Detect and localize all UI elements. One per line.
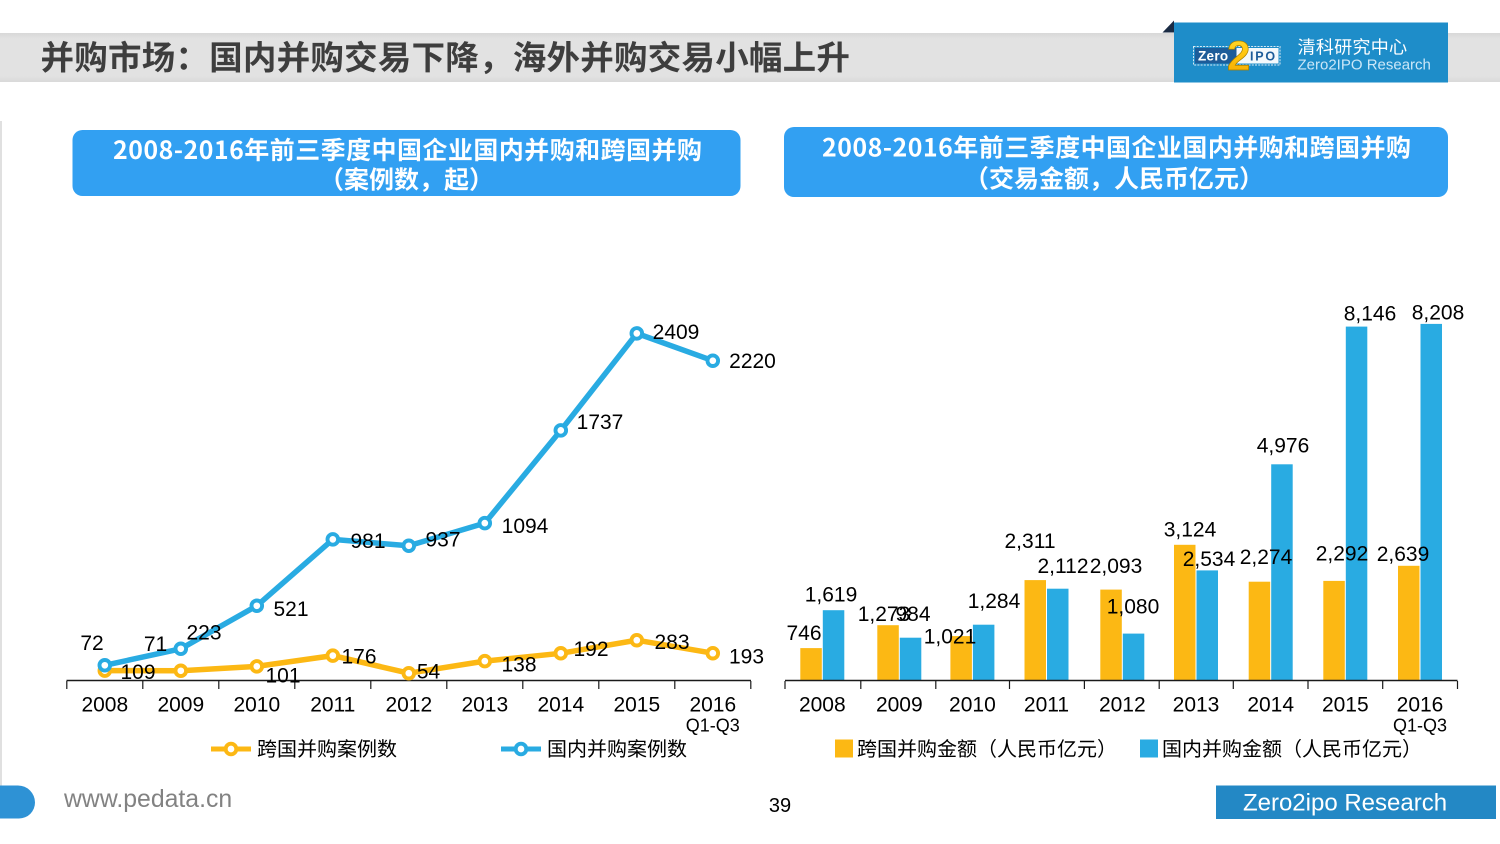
svg-text:8,146: 8,146 <box>1344 303 1397 326</box>
svg-text:192: 192 <box>573 638 608 661</box>
svg-text:2009: 2009 <box>157 694 204 717</box>
svg-text:Q1-Q3: Q1-Q3 <box>686 716 740 736</box>
svg-text:2008: 2008 <box>81 694 128 717</box>
svg-text:109: 109 <box>120 661 155 684</box>
svg-text:2015: 2015 <box>613 694 660 717</box>
svg-text:223: 223 <box>186 622 221 645</box>
svg-text:2,311: 2,311 <box>1005 530 1056 553</box>
svg-text:Zero2IPO Research: Zero2IPO Research <box>1298 57 1431 74</box>
svg-text:2010: 2010 <box>233 694 280 717</box>
svg-text:Q1-Q3: Q1-Q3 <box>1393 716 1447 736</box>
svg-text:101: 101 <box>265 665 300 688</box>
svg-text:176: 176 <box>341 646 376 669</box>
svg-text:746: 746 <box>786 622 821 645</box>
svg-text:2,093: 2,093 <box>1090 555 1143 578</box>
svg-text:521: 521 <box>273 598 308 621</box>
svg-text:1094: 1094 <box>502 515 549 538</box>
svg-text:Zero: Zero <box>1198 49 1228 64</box>
svg-text:2,292: 2,292 <box>1316 543 1369 566</box>
svg-text:1,080: 1,080 <box>1107 596 1160 619</box>
svg-text:2014: 2014 <box>1247 694 1294 717</box>
svg-text:2014: 2014 <box>537 694 584 717</box>
svg-text:72: 72 <box>80 632 103 655</box>
svg-text:2,112: 2,112 <box>1038 555 1089 578</box>
svg-text:2011: 2011 <box>310 694 355 717</box>
svg-text:2015: 2015 <box>1322 694 1369 717</box>
svg-text:2010: 2010 <box>949 694 996 717</box>
svg-text:3,124: 3,124 <box>1164 519 1217 542</box>
svg-text:2009: 2009 <box>876 694 923 717</box>
svg-text:283: 283 <box>654 631 689 654</box>
svg-text:2013: 2013 <box>461 694 508 717</box>
svg-text:2: 2 <box>1227 32 1250 79</box>
svg-text:193: 193 <box>729 646 764 669</box>
svg-text:984: 984 <box>895 603 930 626</box>
svg-text:1,284: 1,284 <box>968 590 1021 613</box>
svg-text:1,273: 1,273 <box>858 603 911 626</box>
svg-text:138: 138 <box>501 654 536 677</box>
svg-text:IPO: IPO <box>1250 50 1277 64</box>
svg-text:1,619: 1,619 <box>805 584 858 607</box>
svg-text:2012: 2012 <box>1099 694 1146 717</box>
svg-text:2220: 2220 <box>729 350 776 373</box>
svg-text:1,021: 1,021 <box>924 626 977 649</box>
svg-text:1737: 1737 <box>577 411 624 434</box>
svg-text:2,534: 2,534 <box>1183 548 1236 571</box>
svg-text:2016: 2016 <box>1397 694 1444 717</box>
svg-text:937: 937 <box>425 529 460 552</box>
svg-text:39: 39 <box>769 795 791 817</box>
svg-text:2008: 2008 <box>799 694 846 717</box>
svg-text:2,274: 2,274 <box>1240 546 1293 569</box>
svg-text:2012: 2012 <box>385 694 432 717</box>
svg-text:981: 981 <box>350 530 385 553</box>
svg-text:2013: 2013 <box>1173 694 1220 717</box>
svg-text:2409: 2409 <box>653 321 700 344</box>
svg-text:Zero2ipo Research: Zero2ipo Research <box>1243 790 1447 817</box>
svg-text:2016: 2016 <box>689 694 736 717</box>
svg-text:54: 54 <box>417 661 441 684</box>
svg-text:2011: 2011 <box>1024 694 1069 717</box>
svg-text:71: 71 <box>144 633 167 656</box>
svg-text:2,639: 2,639 <box>1377 543 1430 566</box>
svg-text:8,208: 8,208 <box>1412 302 1465 325</box>
svg-text:4,976: 4,976 <box>1257 435 1310 458</box>
svg-text:www.pedata.cn: www.pedata.cn <box>63 786 232 813</box>
